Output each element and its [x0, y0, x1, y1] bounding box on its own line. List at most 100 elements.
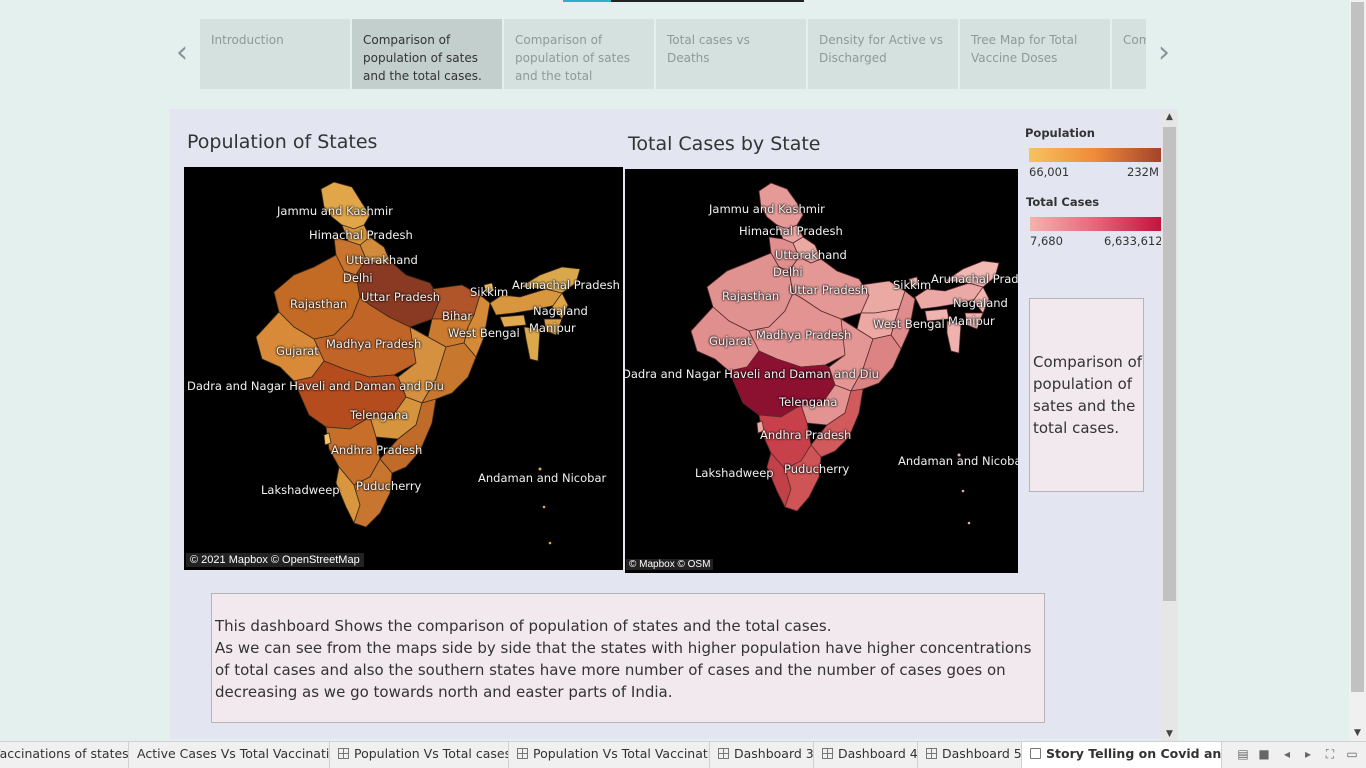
map-label: Uttarakhand [346, 253, 418, 267]
state-tamil-nadu [784, 444, 822, 512]
scroll-up-icon[interactable]: ▲ [1166, 112, 1173, 122]
state-sikkim [483, 282, 495, 294]
population-legend-min: 66,001 [1029, 165, 1070, 179]
story-top-accent [563, 0, 611, 2]
state-goa [323, 432, 332, 446]
state-odisha [421, 342, 477, 404]
map-label: Nagaland [533, 304, 588, 318]
map-label: Andaman and Nicobar [478, 471, 607, 485]
map-label: West Bengal [873, 317, 945, 331]
story-icon [1030, 748, 1041, 759]
story-navigator: Introduction Comparison of population of… [200, 19, 1146, 89]
cases-map-svg [690, 182, 1000, 525]
window-scroll-thumb[interactable] [1351, 2, 1364, 692]
population-legend-max: 232M [1127, 165, 1159, 179]
dashboard-icon [338, 748, 349, 759]
window-scrollbar[interactable]: ▼ [1349, 0, 1366, 741]
sheet-tab-bar: Vaccinations of states Active Cases Vs T… [0, 741, 1366, 768]
map-label: Dadra and Nagar Haveli and Daman and Diu [187, 379, 444, 393]
story-point-active-vs-discharged[interactable]: Density for Active vs Discharged [808, 19, 958, 89]
map-label: Madhya Pradesh [326, 337, 422, 351]
state-goa [756, 420, 765, 434]
map-label: Telengana [779, 395, 838, 409]
show-tabs-icon[interactable]: ■ [1258, 747, 1270, 761]
tab-next-icon[interactable]: ▸ [1304, 747, 1312, 761]
map-label: Manipur [529, 321, 576, 335]
tab-population-vs-vaccinations[interactable]: Population Vs Total Vaccinati... [509, 742, 710, 768]
story-next-arrow-icon[interactable]: › [1158, 35, 1170, 70]
island-andaman-2 [961, 489, 965, 493]
cases-legend-max: 6,633,612 [1104, 234, 1163, 248]
story-point-tree-map[interactable]: Tree Map for Total Vaccine Doses [960, 19, 1110, 89]
map-label: Telengana [350, 408, 409, 422]
story-point-population-vs-total[interactable]: Comparison of population of sates and th… [504, 19, 654, 89]
map-label: Gujarat [709, 334, 752, 348]
story-prev-arrow-icon[interactable]: ‹ [176, 35, 188, 70]
map-label: Rajasthan [722, 289, 780, 303]
map-label: Lakshadweep [261, 483, 340, 497]
state-arunachal [518, 266, 581, 294]
island-andaman-1 [538, 467, 542, 471]
map-label: Himachal Pradesh [739, 224, 843, 238]
tab-prev-icon[interactable]: ◂ [1283, 747, 1291, 761]
cases-legend-title: Total Cases [1026, 195, 1100, 209]
cases-legend-min: 7,680 [1030, 234, 1063, 248]
caption-text: Comparison of population of sates and th… [1033, 353, 1143, 437]
state-odisha [850, 334, 902, 392]
map-label: Puducherry [356, 479, 422, 493]
dashboard-scrollbar[interactable]: ▲ ▼ [1161, 112, 1178, 742]
cases-legend-gradient[interactable] [1030, 217, 1161, 231]
story-point-introduction[interactable]: Introduction [200, 19, 350, 89]
dashboard-icon [926, 748, 937, 759]
tab-story-telling[interactable]: Story Telling on Covid and v... [1022, 742, 1222, 768]
show-filmstrip-icon[interactable]: ▤ [1237, 747, 1249, 761]
map-label: Delhi [773, 265, 803, 279]
dashboard-icon [822, 748, 833, 759]
description-text-box: This dashboard Shows the comparison of p… [211, 593, 1045, 723]
cases-map[interactable]: Jammu and Kashmir Himachal Pradesh Uttar… [625, 169, 1018, 573]
map-label: Andaman and Nicoba [898, 454, 1018, 468]
story-point-cases-vs-deaths[interactable]: Total cases vs Deaths [656, 19, 806, 89]
map-label: Lakshadweep [695, 466, 774, 480]
population-map[interactable]: Jammu and Kashmir Himachal Pradesh Uttar… [184, 167, 623, 570]
fullscreen-icon[interactable]: ⛶ [1325, 747, 1335, 761]
tab-vaccinations-of-states[interactable]: Vaccinations of states [0, 742, 129, 768]
scroll-down-icon[interactable]: ▼ [1166, 729, 1173, 739]
state-meghalaya [499, 314, 527, 328]
state-tamil-nadu [353, 458, 393, 528]
tab-dashboard-3[interactable]: Dashboard 3 [710, 742, 814, 768]
map-label: Jammu and Kashmir [277, 204, 393, 218]
story-top-accent-dark [611, 0, 804, 2]
dashboard-icon [517, 748, 528, 759]
island-andaman-1 [957, 453, 961, 457]
tab-label: Dashboard 4 [838, 746, 918, 761]
state-nagaland [972, 286, 990, 314]
present-icon[interactable]: ▭ [1346, 747, 1358, 761]
state-nagaland [551, 292, 569, 320]
window-scroll-down-icon[interactable]: ▼ [1354, 728, 1361, 738]
story-point-comparison-ratio[interactable]: Com ratio [1112, 19, 1146, 89]
tab-label: Dashboard 5 [942, 746, 1022, 761]
state-tripura-mizoram [946, 320, 962, 354]
tab-population-vs-total-cases[interactable]: Population Vs Total cases [330, 742, 509, 768]
tab-label: Vaccinations of states [0, 746, 129, 761]
tab-dashboard-5[interactable]: Dashboard 5 [918, 742, 1022, 768]
dashboard-icon [718, 748, 729, 759]
map-label: Andhra Pradesh [331, 443, 423, 457]
population-map-title: Population of States [187, 131, 378, 153]
story-point-population-vs-cases[interactable]: Comparison of population of sates and th… [352, 19, 502, 89]
island-andaman-3 [967, 521, 971, 525]
tab-dashboard-4[interactable]: Dashboard 4 [814, 742, 918, 768]
map-attribution[interactable]: © Mapbox © OSM [626, 559, 714, 570]
tab-label: Story Telling on Covid and v... [1046, 746, 1222, 761]
tab-active-cases-vs-vaccinations[interactable]: Active Cases Vs Total Vaccinati... [129, 742, 330, 768]
map-label: Sikkim [893, 278, 932, 292]
map-label: Jammu and Kashmir [709, 202, 825, 216]
map-attribution[interactable]: © 2021 Mapbox © OpenStreetMap [186, 553, 364, 567]
scroll-thumb[interactable] [1163, 127, 1176, 601]
tab-label: Dashboard 3 [734, 746, 814, 761]
population-legend-gradient[interactable] [1029, 148, 1161, 162]
state-manipur [964, 312, 984, 330]
map-label: Puducherry [784, 462, 850, 476]
map-label: Andhra Pradesh [760, 428, 852, 442]
